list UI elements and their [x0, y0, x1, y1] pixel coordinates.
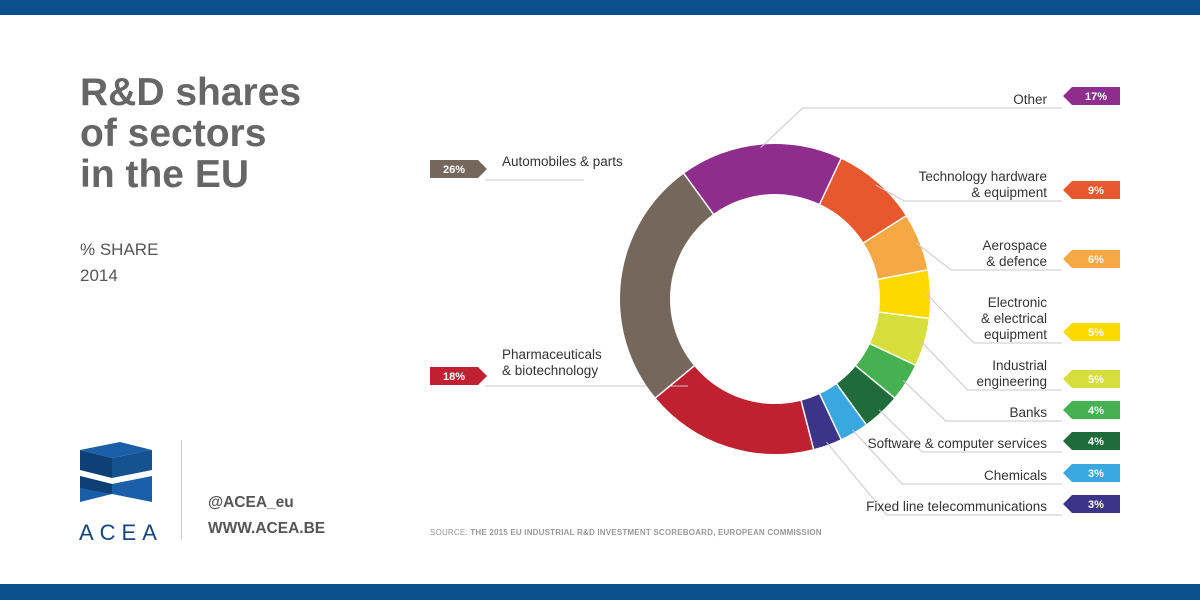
value-label-banks: 4%	[1088, 405, 1104, 417]
category-label-software-and-computer-services: Software & computer services	[868, 436, 1048, 451]
category-label-pharmaceuticals-and-biotechnology: Pharmaceuticals & biotechnology	[502, 347, 602, 378]
category-label-fixed-line-telecommunications: Fixed line telecommunications	[866, 499, 1047, 514]
twitter-handle[interactable]: @ACEA_eu	[208, 494, 294, 511]
badge-industrial-engineering	[1063, 370, 1120, 388]
value-label-industrial-engineering: 5%	[1088, 374, 1104, 386]
subtitle-year: 2014	[80, 266, 118, 285]
logo-wordmark: ACEA	[79, 520, 163, 545]
badge-pharmaceuticals-and-biotechnology	[430, 367, 487, 385]
badge-technology-hardware-and-equipment	[1063, 181, 1120, 199]
badge-fixed-line-telecommunications	[1063, 495, 1120, 513]
website-link[interactable]: WWW.ACEA.BE	[208, 520, 326, 537]
divider	[181, 440, 182, 540]
leader-industrial-engineering	[920, 341, 1062, 391]
slice-separator	[835, 382, 868, 426]
category-label-chemicals: Chemicals	[984, 468, 1047, 483]
category-label-electronic-and-electrical-equipment: Electronic & electrical equipment	[981, 295, 1047, 342]
badge-banks	[1063, 401, 1120, 419]
source-label: SOURCE:	[430, 528, 468, 537]
slice-aerospace-and-defence	[863, 215, 928, 280]
value-label-electronic-and-electrical-equipment: 5%	[1088, 327, 1104, 339]
subtitle-unit: % SHARE	[80, 240, 159, 259]
page-title: R&D shares of sectors in the EU	[80, 72, 410, 195]
slice-fixed-line-telecommunications	[801, 394, 841, 450]
value-label-aerospace-and-defence: 6%	[1088, 254, 1104, 266]
category-label-other: Other	[1013, 92, 1047, 107]
value-label-software-and-computer-services: 4%	[1088, 436, 1104, 448]
source-note: SOURCE: THE 2015 EU INDUSTRIAL R&D INVES…	[430, 528, 822, 537]
bottom-brand-bar	[0, 584, 1200, 600]
category-label-aerospace-and-defence: Aerospace & defence	[982, 238, 1047, 269]
contact-info: @ACEA_eu WWW.ACEA.BE	[208, 490, 325, 542]
slice-automobiles-and-parts	[620, 173, 714, 398]
slice-pharmaceuticals-and-biotechnology	[655, 365, 814, 454]
value-label-other: 17%	[1085, 91, 1107, 103]
badge-software-and-computer-services	[1063, 432, 1120, 450]
top-brand-bar	[0, 0, 1200, 15]
leader-other	[760, 107, 1062, 149]
badge-automobiles-and-parts	[430, 160, 487, 178]
slice-separator	[818, 392, 843, 441]
title-line-2: of sectors	[80, 112, 267, 155]
subtitle: % SHARE 2014	[80, 237, 158, 289]
badge-chemicals	[1063, 464, 1120, 482]
slice-separator	[682, 172, 715, 216]
slice-other	[683, 144, 841, 215]
slice-banks	[855, 343, 916, 398]
category-label-industrial-engineering: Industrial engineering	[976, 358, 1047, 389]
source-text: THE 2015 EU INDUSTRIAL R&D INVESTMENT SC…	[470, 528, 822, 537]
category-label-banks: Banks	[1009, 405, 1047, 420]
badge-electronic-and-electrical-equipment	[1063, 323, 1120, 341]
slice-technology-hardware-and-equipment	[819, 158, 906, 243]
leader-technology-hardware-and-equipment	[875, 184, 1062, 202]
leader-banks	[902, 380, 1062, 422]
value-label-automobiles-and-parts: 26%	[443, 164, 465, 176]
slice-separator	[862, 214, 908, 244]
title-line-1: R&D shares	[80, 71, 302, 114]
title-line-3: in the EU	[80, 153, 250, 196]
leader-chemicals	[852, 429, 1062, 485]
value-label-technology-hardware-and-equipment: 9%	[1088, 185, 1104, 197]
value-label-fixed-line-telecommunications: 3%	[1088, 499, 1104, 511]
slice-separator	[868, 342, 917, 367]
value-label-chemicals: 3%	[1088, 468, 1104, 480]
slice-separator	[654, 364, 696, 400]
value-label-pharmaceuticals-and-biotechnology: 18%	[443, 371, 465, 383]
slice-separator	[854, 364, 896, 400]
slice-separator	[818, 157, 843, 206]
category-label-automobiles-and-parts: Automobiles & parts	[502, 154, 623, 169]
slice-software-and-computer-services	[836, 365, 895, 425]
leader-aerospace-and-defence	[916, 242, 1062, 271]
slice-industrial-engineering	[870, 312, 929, 365]
category-label-technology-hardware-and-equipment: Technology hardware & equipment	[919, 169, 1048, 200]
badge-other	[1063, 87, 1120, 105]
slice-separator	[877, 269, 929, 281]
leader-software-and-computer-services	[878, 409, 1062, 453]
leader-electronic-and-electrical-equipment	[926, 293, 1062, 344]
slice-electronic-and-electrical-equipment	[878, 269, 930, 319]
acea-logo-icon	[80, 442, 152, 502]
slice-chemicals	[819, 383, 867, 440]
badge-aerospace-and-defence	[1063, 250, 1120, 268]
slice-separator	[800, 399, 815, 451]
leader-fixed-line-telecommunications	[826, 441, 1062, 516]
slice-separator	[878, 311, 930, 320]
